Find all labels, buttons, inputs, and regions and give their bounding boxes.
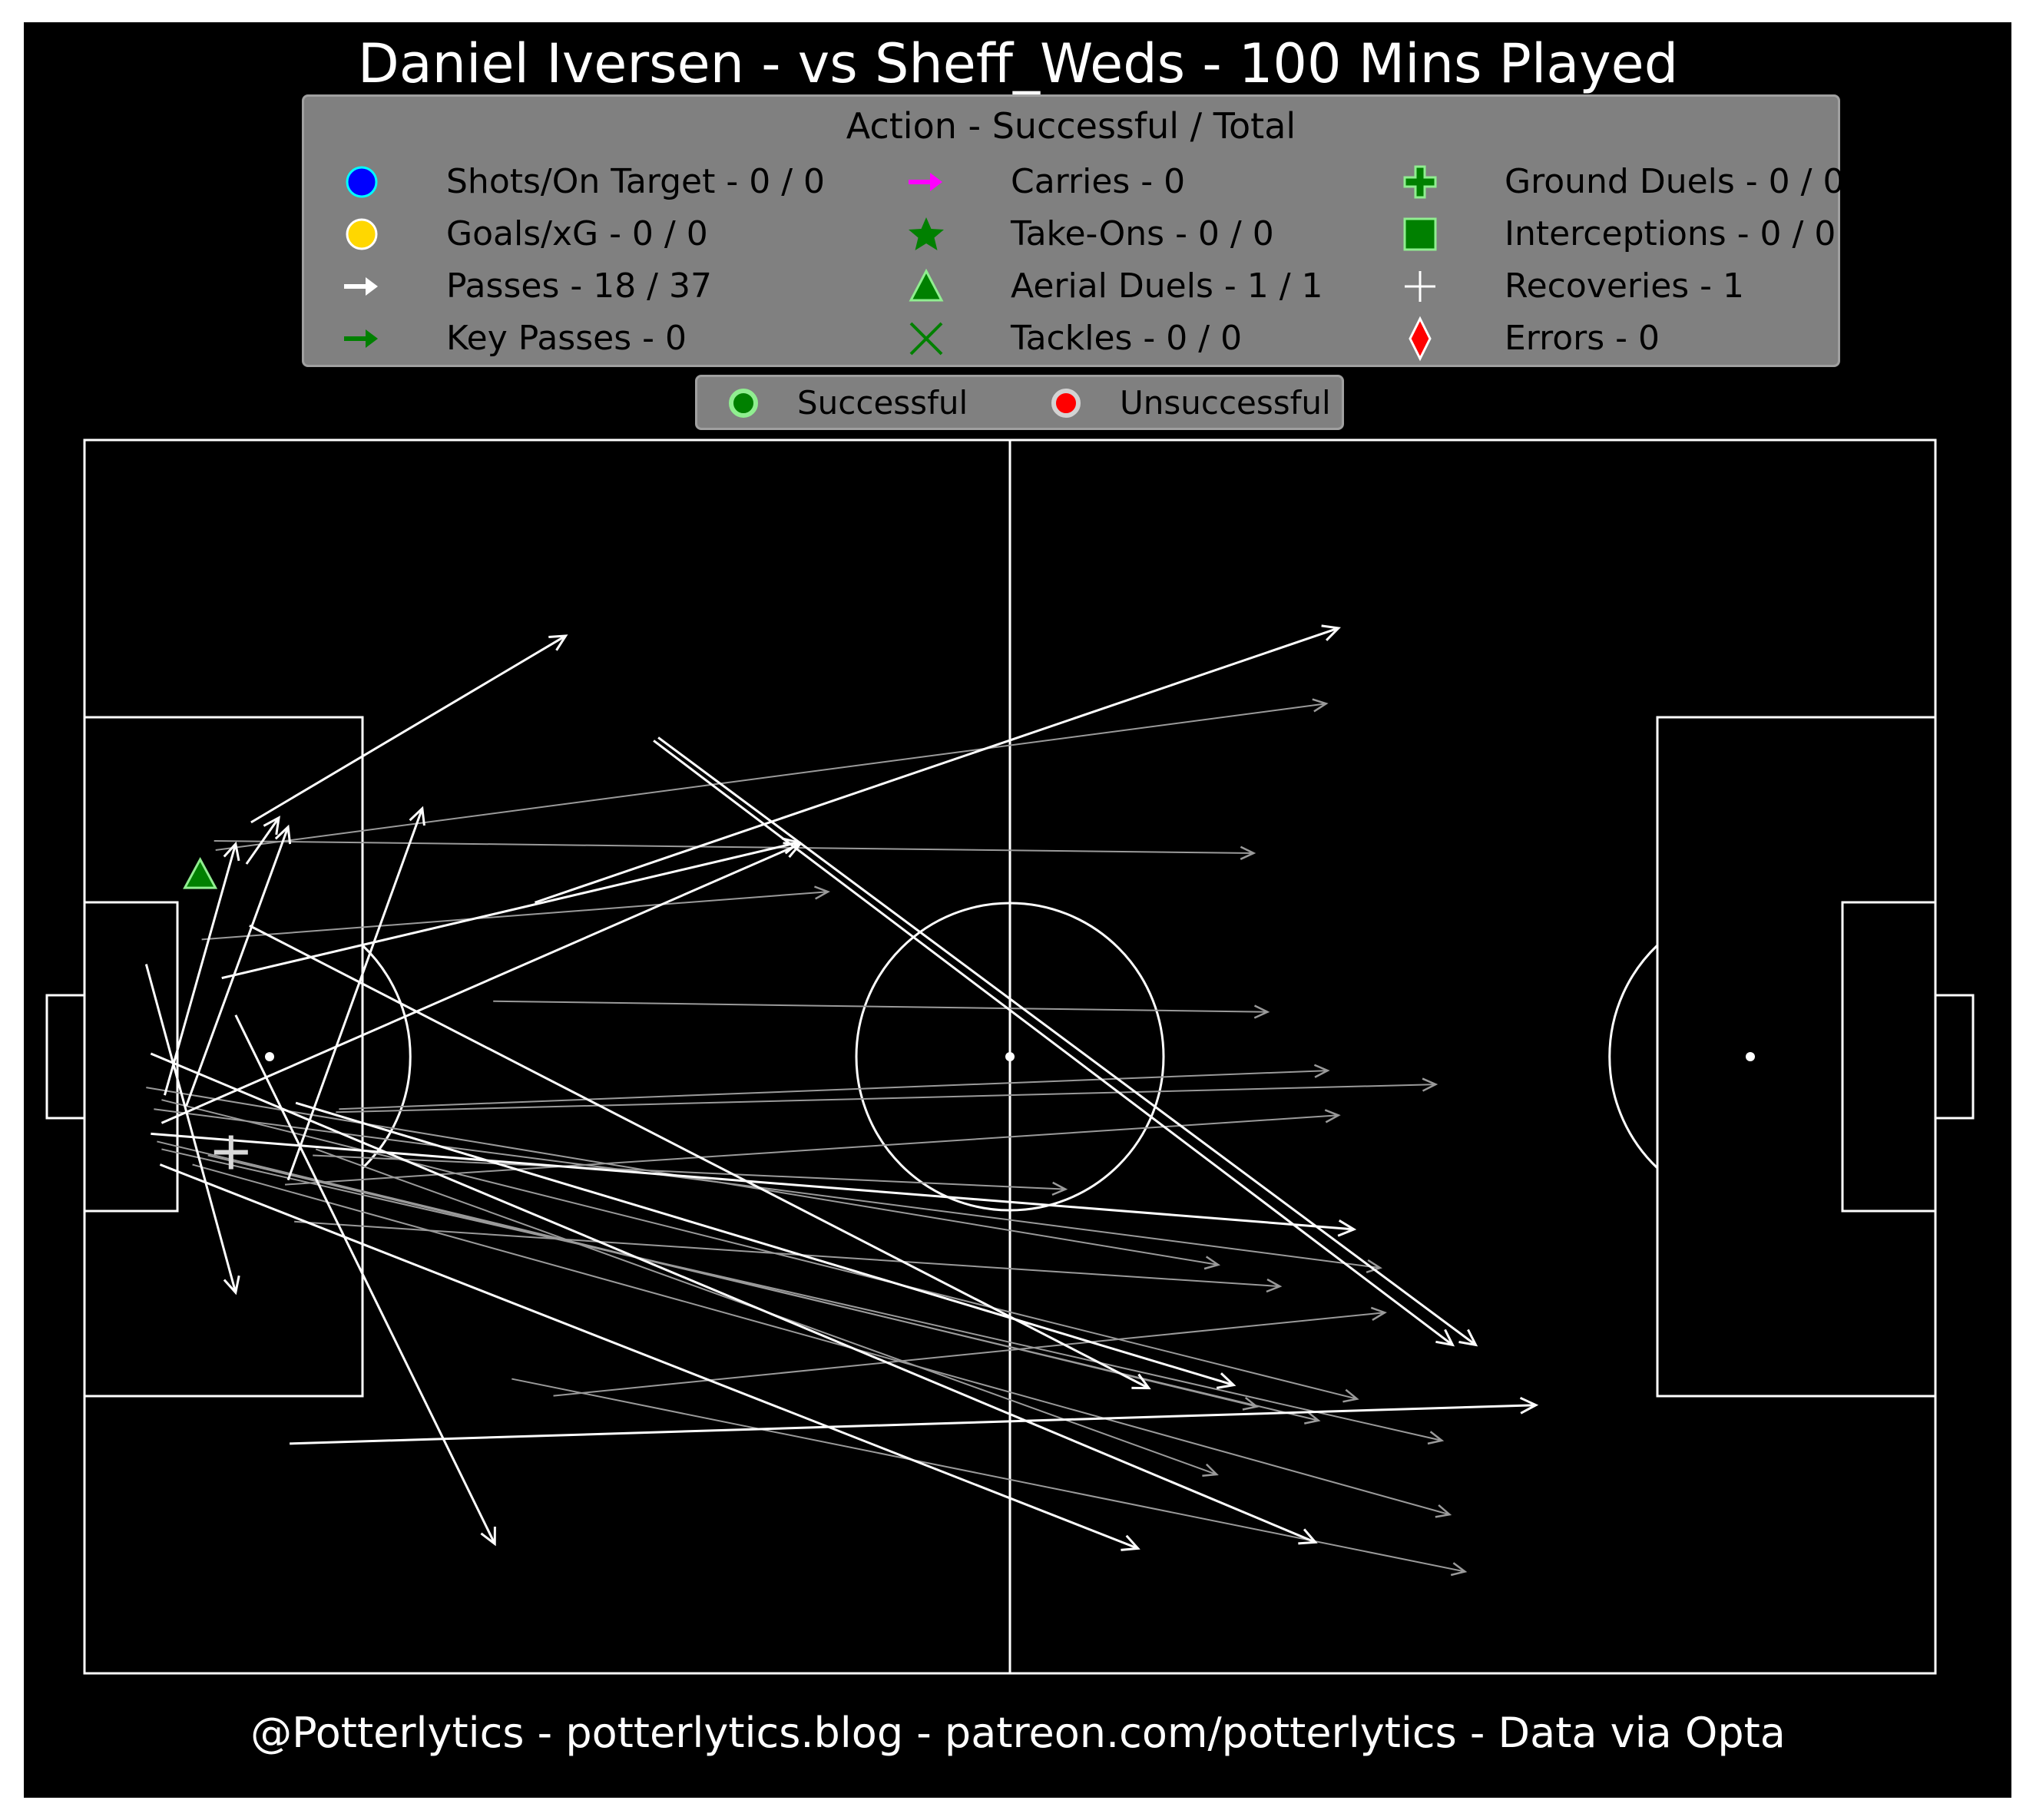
red-diamond-icon bbox=[1409, 316, 1432, 362]
action-marks bbox=[144, 624, 1539, 1577]
green-arrow-icon bbox=[344, 329, 378, 348]
green-square-icon bbox=[1403, 217, 1437, 251]
pass-arrow-unsuccessful-19 bbox=[214, 839, 1256, 860]
pass-arrow-successful-13 bbox=[151, 1132, 1357, 1237]
left-goal bbox=[45, 994, 86, 1120]
white-plus-icon bbox=[1405, 271, 1435, 302]
pass-arrow-unsuccessful-34 bbox=[553, 1306, 1387, 1397]
legend-title: Action - Successful / Total bbox=[846, 105, 1296, 147]
green-triangle-icon bbox=[909, 268, 944, 302]
left-penalty-spot bbox=[265, 1052, 274, 1061]
legend-label-tackles: Tackles - 0 / 0 bbox=[1011, 319, 1243, 358]
legend-label-carries: Carries - 0 bbox=[1011, 162, 1186, 201]
pass-arrow-successful-7 bbox=[161, 842, 803, 1124]
unsuccessful-dot-icon bbox=[1051, 389, 1081, 418]
white-arrow-icon bbox=[344, 277, 378, 296]
blue-circle-icon bbox=[346, 166, 378, 198]
right-six-yard-box bbox=[1841, 901, 1937, 1213]
pass-arrow-successful-5 bbox=[245, 816, 280, 865]
legend-label-ground-duels: Ground Duels - 0 / 0 bbox=[1505, 162, 1845, 201]
legend-label-aerial-duels: Aerial Duels - 1 / 1 bbox=[1011, 266, 1323, 306]
recovery-marker-0 bbox=[214, 1135, 248, 1170]
pass-arrow-successful-2 bbox=[163, 841, 240, 1096]
legend-label-key-passes: Key Passes - 0 bbox=[446, 319, 687, 358]
right-penalty-arc bbox=[1608, 944, 1659, 1170]
footer-credits: @Potterlytics - potterlytics.blog - patr… bbox=[250, 1709, 1786, 1757]
legend-label-goals: Goals/xG - 0 / 0 bbox=[446, 214, 708, 253]
right-penalty-area bbox=[1656, 716, 1937, 1398]
pass-arrow-successful-10 bbox=[653, 740, 1455, 1347]
outcome-legend: Successful Unsuccessful bbox=[695, 375, 1344, 430]
chart-title: Daniel Iversen - vs Sheff_Weds - 100 Min… bbox=[357, 32, 1679, 95]
pass-arrow-unsuccessful-29 bbox=[161, 1099, 1359, 1403]
pass-arrow-successful-15 bbox=[295, 1101, 1236, 1389]
pass-arrow-unsuccessful-20 bbox=[201, 885, 830, 941]
legend-label-recoveries: Recoveries - 1 bbox=[1505, 266, 1745, 306]
pass-arrow-unsuccessful-28 bbox=[294, 1220, 1283, 1293]
legend-label-take-ons: Take-Ons - 0 / 0 bbox=[1011, 214, 1274, 253]
right-penalty-spot bbox=[1746, 1052, 1755, 1061]
pass-arrow-successful-14 bbox=[150, 1052, 1318, 1545]
legend-label-shots: Shots/On Target - 0 / 0 bbox=[446, 162, 826, 201]
legend-label-errors: Errors - 0 bbox=[1505, 319, 1660, 358]
pass-arrow-unsuccessful-36 bbox=[207, 1154, 1321, 1425]
pitch-lines bbox=[45, 438, 1975, 1675]
gold-circle-icon bbox=[346, 218, 378, 250]
pass-arrow-successful-3 bbox=[185, 824, 292, 1107]
pass-arrow-unsuccessful-32 bbox=[192, 1163, 1452, 1518]
pass-arrow-unsuccessful-27 bbox=[154, 1108, 1382, 1273]
pass-arrow-unsuccessful-24 bbox=[336, 1077, 1438, 1114]
pass-arrow-unsuccessful-31 bbox=[161, 1148, 1445, 1445]
centre-circle bbox=[855, 902, 1165, 1212]
legend-label-successful: Successful bbox=[797, 384, 968, 422]
pass-arrow-unsuccessful-22 bbox=[339, 1064, 1330, 1110]
pass-arrow-unsuccessful-25 bbox=[313, 1154, 1068, 1196]
green-x-icon bbox=[909, 322, 943, 356]
pass-arrow-successful-9 bbox=[234, 1014, 496, 1547]
pass-arrow-successful-8 bbox=[144, 964, 240, 1296]
pass-arrow-successful-0 bbox=[250, 634, 568, 824]
magenta-arrow-icon bbox=[909, 173, 942, 191]
pass-arrow-successful-17 bbox=[290, 1396, 1539, 1445]
pass-arrow-successful-11 bbox=[657, 736, 1478, 1347]
action-legend: Action - Successful / Total Shots/On Tar… bbox=[302, 94, 1844, 367]
aerial-duel-marker-0 bbox=[183, 856, 218, 889]
green-plus-icon bbox=[1403, 165, 1437, 199]
pass-arrow-unsuccessful-18 bbox=[215, 698, 1329, 851]
green-star-icon bbox=[909, 217, 944, 250]
right-goal bbox=[1934, 994, 1975, 1120]
pass-arrow-unsuccessful-35 bbox=[511, 1378, 1468, 1577]
pass-arrow-successful-16 bbox=[159, 1163, 1140, 1551]
pass-arrow-successful-12 bbox=[249, 925, 1151, 1390]
centre-spot bbox=[1005, 1052, 1015, 1061]
pass-arrow-unsuccessful-21 bbox=[493, 1000, 1270, 1019]
pass-arrow-successful-1 bbox=[221, 837, 802, 980]
legend-label-interceptions: Interceptions - 0 / 0 bbox=[1505, 214, 1836, 253]
pass-arrow-successful-4 bbox=[286, 806, 425, 1181]
legend-label-unsuccessful: Unsuccessful bbox=[1120, 384, 1331, 422]
legend-label-passes: Passes - 18 / 37 bbox=[446, 266, 712, 306]
pass-arrow-successful-6 bbox=[534, 624, 1341, 904]
left-penalty-arc bbox=[361, 944, 412, 1170]
left-penalty-area bbox=[83, 716, 364, 1398]
successful-dot-icon bbox=[729, 389, 758, 418]
